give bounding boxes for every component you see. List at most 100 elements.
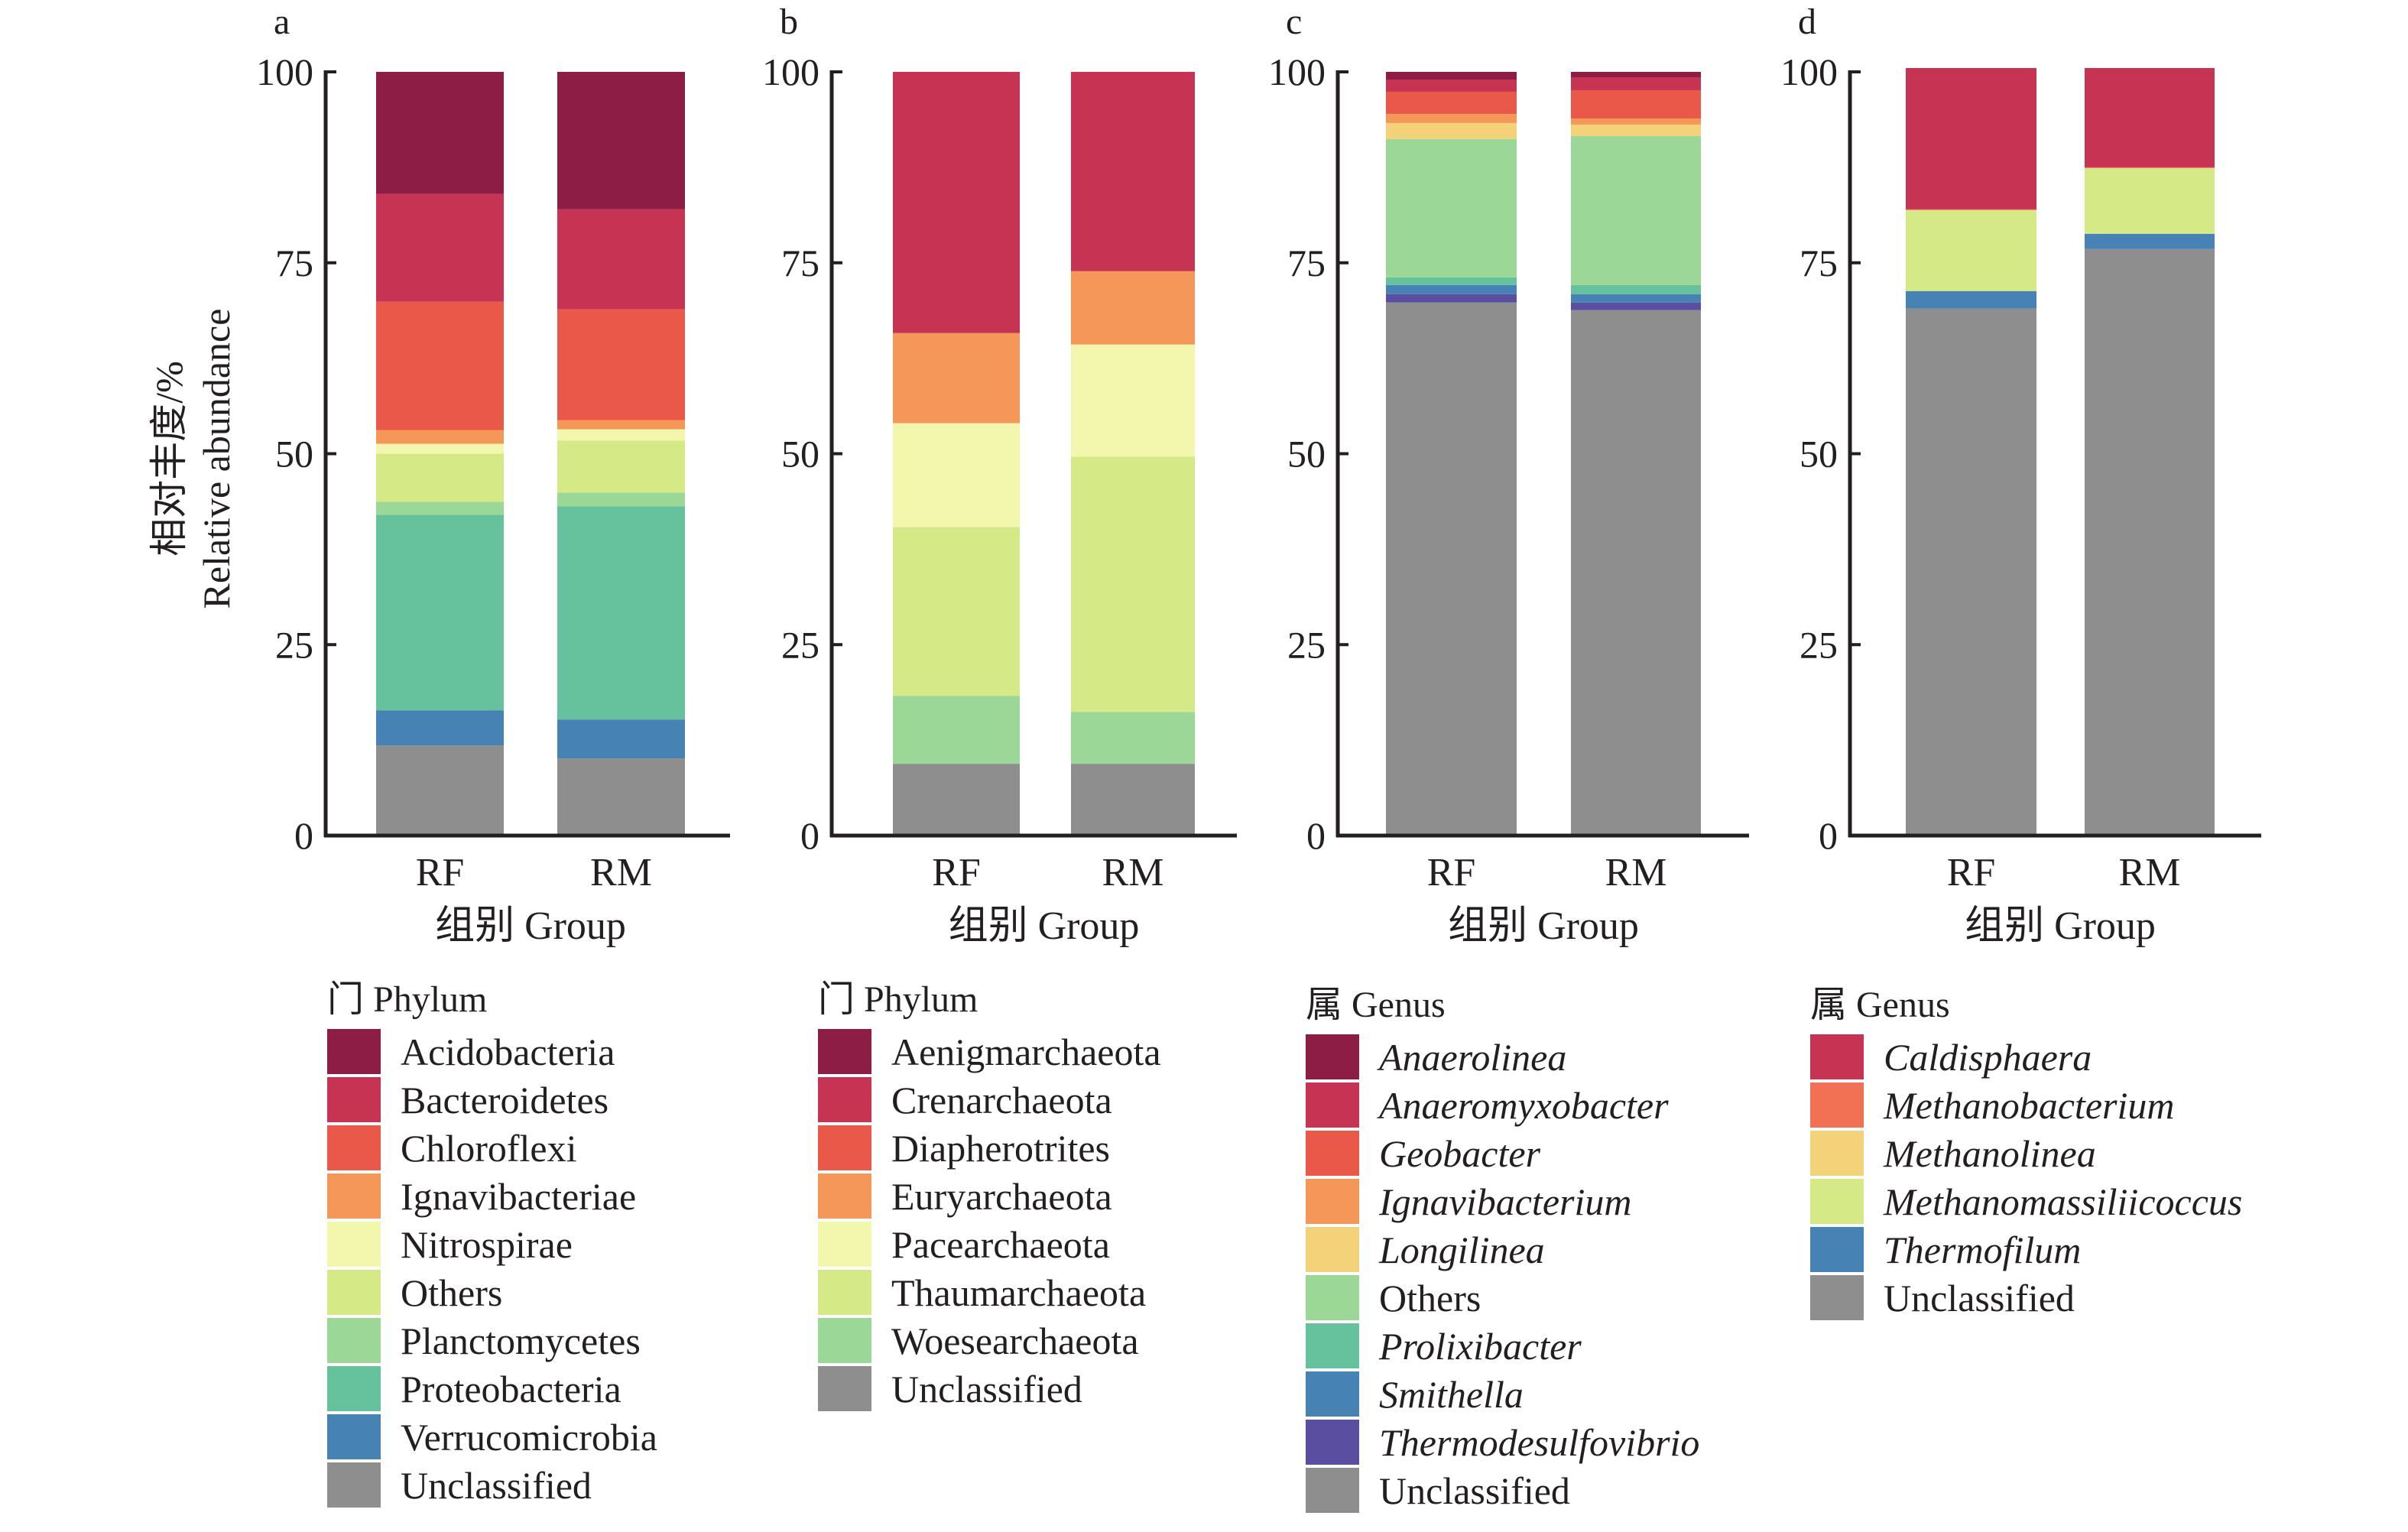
bar-segment-geobacter	[1386, 91, 1517, 114]
legend-swatch	[1306, 1420, 1359, 1465]
legend-item: Woesearchaeota	[818, 1316, 1161, 1365]
bar-segment-methanomassiliicoccus	[2085, 167, 2215, 234]
y-axis-label-cn: 相对丰度/%	[148, 361, 190, 557]
y-tick-label: 25	[1287, 623, 1326, 666]
bar-segment-unclassified	[557, 758, 685, 836]
legend-item: Nitrospirae	[327, 1220, 657, 1268]
x-tick-label: RF	[416, 851, 465, 894]
bar-segment-proteobacteria	[557, 506, 685, 720]
bar-segment-unclassified	[1906, 308, 2036, 836]
panel-a: a RF RM 0 25 50 75 100 组别 Group	[256, 2, 730, 948]
legend-swatch	[327, 1318, 381, 1363]
legend-label: Caldisphaera	[1884, 1035, 2092, 1079]
bar-segment-pacearchaeota	[1071, 344, 1195, 457]
legend-item: Methanobacterium	[1810, 1081, 2242, 1129]
bar-segment-others	[376, 453, 504, 502]
bar-segment-others	[557, 440, 685, 493]
legend-label: Unclassified	[1884, 1276, 2075, 1319]
legend-item: Methanolinea	[1810, 1129, 2242, 1177]
y-tick-label: 0	[1819, 814, 1838, 857]
legend-label: Aenigmarchaeota	[891, 1030, 1161, 1073]
legend-swatch	[327, 1222, 381, 1267]
legend-swatch	[818, 1125, 871, 1170]
legend-label: Anaerolinea	[1379, 1035, 1567, 1079]
bar-segment-unclassified	[1386, 302, 1517, 836]
legend-d: 属 Genus Caldisphaera Methanobacterium Metha…	[1810, 982, 2242, 1322]
bar-segment-thaumarchaeota	[893, 527, 1020, 696]
bar-RF	[1906, 68, 2036, 836]
legend-swatch	[327, 1173, 381, 1219]
legend-label: Thermofilum	[1884, 1228, 2082, 1271]
legend-label: Geobacter	[1379, 1131, 1541, 1175]
bar-segment-caldisphaera	[2085, 68, 2215, 167]
legend-item: Prolixibacter	[1306, 1322, 1699, 1370]
panel-label: b	[780, 2, 798, 42]
y-tick-label: 25	[781, 623, 819, 666]
legend-item: Ignavibacterium	[1306, 1177, 1699, 1225]
legend-c: 属 Genus Anaerolinea Anaeromyxobacter Geobac…	[1306, 982, 1699, 1514]
bar-segment-chloroflexi	[376, 301, 504, 430]
legend-item: Thermofilum	[1810, 1225, 2242, 1274]
legend-item: Thaumarchaeota	[818, 1268, 1161, 1316]
legend-label: Unclassified	[1379, 1469, 1570, 1512]
y-tick-label: 100	[762, 50, 819, 93]
legend-item: Planctomycetes	[327, 1316, 657, 1365]
bar-segment-others	[1386, 138, 1517, 278]
legend-item: Unclassified	[1306, 1466, 1699, 1514]
y-tick-label: 50	[275, 433, 313, 476]
legend-item: Unclassified	[1810, 1274, 2242, 1322]
legend-a: 门 Phylum Acidobacteria Bacteroidetes Chloro…	[327, 977, 657, 1509]
legend-label: Nitrospirae	[401, 1222, 573, 1266]
x-axis-title: 组别 Group	[1965, 904, 2156, 948]
bar-segment-prolixibacter	[1571, 284, 1701, 294]
legend-item: Unclassified	[818, 1365, 1161, 1413]
legend-swatch	[1810, 1275, 1864, 1320]
legend-item: Longilinea	[1306, 1225, 1699, 1274]
legend-label: Thermodesulfovibrio	[1379, 1420, 1700, 1464]
y-tick-label: 100	[256, 50, 313, 93]
legend-item: Smithella	[1306, 1370, 1699, 1418]
y-tick-label: 75	[1287, 242, 1326, 284]
x-tick-label: RF	[932, 851, 981, 894]
legend-item: Euryarchaeota	[818, 1172, 1161, 1220]
legend-swatch	[818, 1318, 871, 1363]
y-tick-label: 25	[1800, 623, 1838, 666]
legend-label: Others	[1379, 1276, 1481, 1319]
legend-label: Euryarchaeota	[891, 1174, 1112, 1218]
bar-segment-anaeromyxobacter	[1571, 76, 1701, 90]
legend-swatch	[1810, 1131, 1864, 1176]
bar-segment-thermofilum	[2085, 233, 2215, 249]
legend-item: Verrucomicrobia	[327, 1413, 657, 1461]
bar-segment-proteobacteria	[376, 514, 504, 711]
bar-RM	[1071, 72, 1195, 836]
bar-segment-bacteroidetes	[557, 209, 685, 310]
bar-RM	[1571, 72, 1701, 836]
legend-swatch	[818, 1366, 871, 1411]
legend-swatch	[1306, 1371, 1359, 1417]
panel-label: d	[1798, 2, 1816, 42]
x-tick-label: RM	[1102, 851, 1164, 894]
bar-RF	[1386, 72, 1517, 836]
panel-label: a	[274, 2, 290, 42]
legend-swatch	[818, 1173, 871, 1219]
legend-title: 属 Genus	[1810, 985, 1950, 1025]
legend-item: Crenarchaeota	[818, 1076, 1161, 1124]
bar-segment-unclassified	[1071, 764, 1195, 836]
legend-swatch	[1306, 1323, 1359, 1368]
legend-swatch	[1810, 1034, 1864, 1079]
legend-title: 门 Phylum	[327, 979, 488, 1020]
legend-swatch	[1306, 1034, 1359, 1079]
legend-swatch	[1306, 1468, 1359, 1513]
bar-segment-verrucomicrobia	[376, 710, 504, 746]
legend-label: Ignavibacterium	[1379, 1180, 1632, 1223]
legend-swatch	[1810, 1082, 1864, 1128]
bar-segment-unclassified	[1571, 310, 1701, 836]
legend-swatch	[327, 1125, 381, 1170]
bar-segment-nitrospirae	[557, 429, 685, 441]
legend-item: Diapherotrites	[818, 1124, 1161, 1172]
legend-label: Thaumarchaeota	[891, 1271, 1147, 1314]
legend-swatch	[818, 1222, 871, 1267]
bar-segment-ignavibacterium	[1571, 118, 1701, 125]
legend-label: Verrucomicrobia	[401, 1415, 657, 1459]
y-tick-label: 0	[800, 814, 819, 857]
